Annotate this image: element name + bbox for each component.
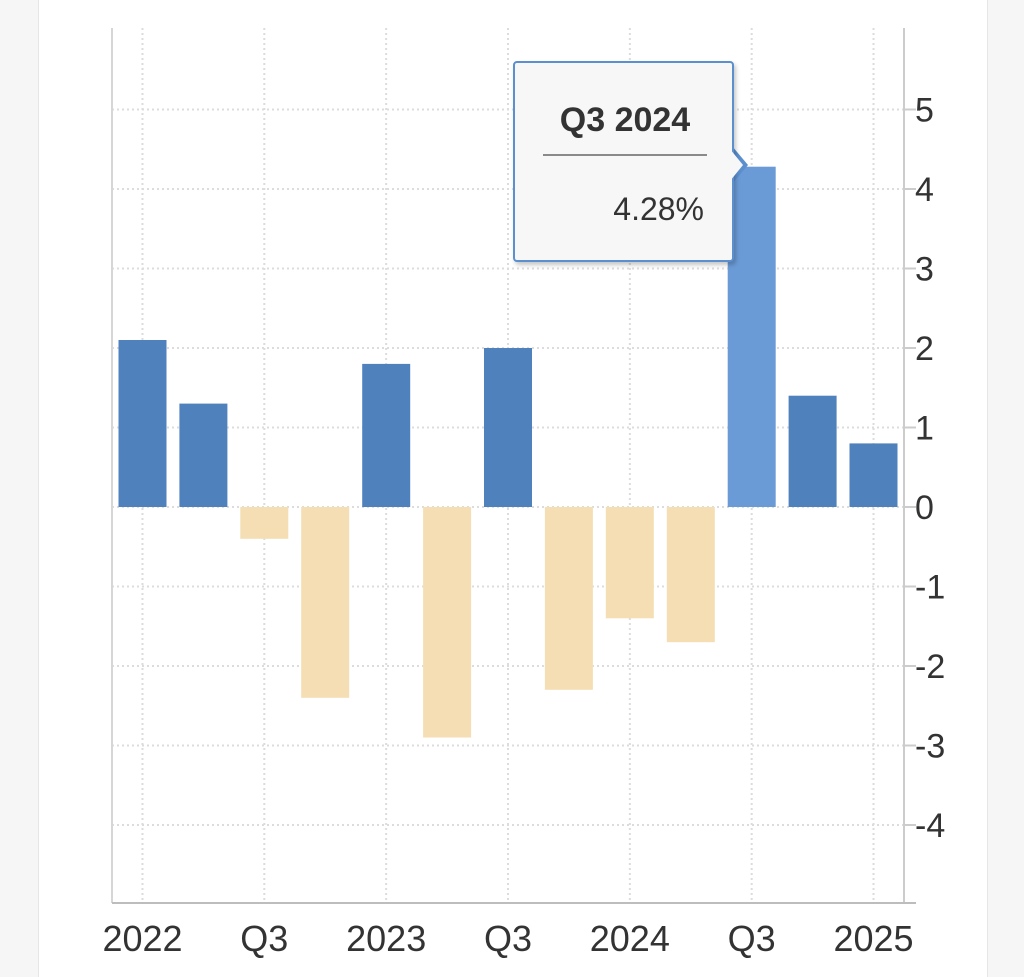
y-tick-label: 0 <box>915 489 934 527</box>
x-tick-labels: 2022 Q3 2023 Q3 2024 Q3 2025 <box>102 918 913 959</box>
y-tick-label: 3 <box>915 251 934 289</box>
x-tick-label: 2023 <box>346 918 426 959</box>
bar <box>240 507 289 539</box>
x-tick-label: 2025 <box>833 918 913 959</box>
y-tick-label: 4 <box>915 171 934 209</box>
tooltip-divider <box>543 154 707 156</box>
tooltip-title: Q3 2024 <box>559 101 691 139</box>
x-tick-label: Q3 <box>728 918 776 959</box>
x-tick-label: 2022 <box>102 918 182 959</box>
bar <box>605 507 654 619</box>
y-tick-label: 5 <box>915 92 934 130</box>
y-tick-label: -1 <box>915 569 945 607</box>
x-tick-label: Q3 <box>484 918 532 959</box>
bar <box>423 507 472 738</box>
bar <box>849 443 898 507</box>
x-tick-label: 2024 <box>590 918 670 959</box>
y-tick-label: -3 <box>915 728 945 766</box>
tooltip-value: 4.28% <box>613 191 704 227</box>
bar <box>484 348 532 507</box>
tooltip-arrow-fill <box>730 149 743 181</box>
bar <box>788 395 837 507</box>
bar <box>544 507 593 690</box>
y-tick-labels: 5 4 3 2 1 0 -1 -2 -3 -4 <box>915 92 945 846</box>
y-tick-label: 1 <box>915 410 934 448</box>
tooltip: Q3 2024 4.28% <box>513 61 734 262</box>
y-tick-label: -4 <box>915 807 945 845</box>
y-tick-label: 2 <box>915 330 934 368</box>
axes <box>111 28 916 904</box>
bar <box>179 403 228 507</box>
bar <box>666 507 715 643</box>
bar <box>118 340 167 507</box>
bar <box>362 363 411 507</box>
y-tick-label: -2 <box>915 648 945 686</box>
bars <box>118 166 898 738</box>
bar <box>301 507 350 698</box>
bar <box>727 166 776 507</box>
x-tick-label: Q3 <box>240 918 288 959</box>
